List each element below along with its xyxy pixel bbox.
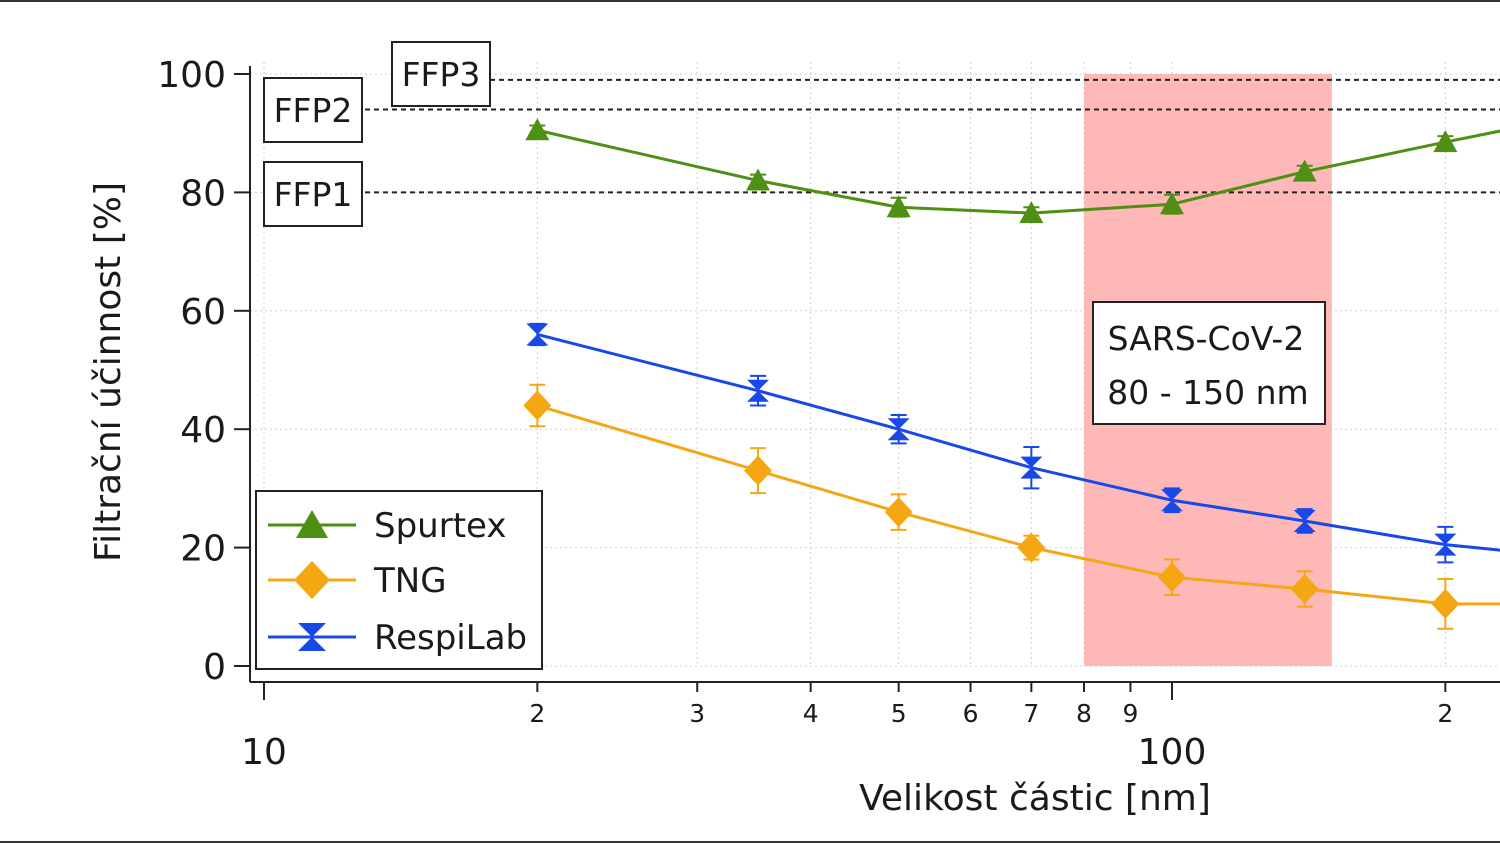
sars-label-box: [1092, 301, 1326, 425]
y-tick-label: 80: [180, 173, 226, 214]
ffp-reference-lines: [365, 78, 1500, 194]
legend-marker-spurtex: [296, 510, 328, 538]
x-minor-tick-label: 6: [963, 699, 979, 728]
y-tick-label: 20: [180, 529, 226, 570]
data-point-spurtex: [525, 118, 550, 141]
data-series: [523, 118, 1500, 630]
x-major-tick-label: 10: [241, 732, 287, 773]
data-point-spurtex: [1160, 192, 1184, 215]
data-point-tng: [1431, 588, 1460, 619]
legend-marker-respilab: [298, 623, 326, 651]
y-tick-label: 60: [180, 292, 226, 333]
legend-marker-tng: [294, 561, 330, 599]
x-minor-tick-label: 4: [803, 699, 819, 728]
legend-label-tng: TNG: [373, 561, 447, 601]
series-line-tng: [536, 404, 1500, 606]
data-point-spurtex: [1292, 159, 1317, 182]
data-point-tng: [744, 455, 773, 486]
sars-label-line2: 80 - 150 nm: [1107, 373, 1308, 412]
data-point-spurtex: [886, 195, 911, 218]
x-minor-tick-label: 5: [891, 699, 907, 728]
data-point-spurtex: [1019, 201, 1044, 224]
label-ffp3: FFP3: [402, 55, 481, 94]
legend-label-spurtex: Spurtex: [374, 506, 506, 546]
x-minor-tick-label: 9: [1122, 699, 1138, 728]
series-respilab: [526, 322, 1500, 564]
label-box-ffp3: [391, 41, 491, 107]
data-point-tng: [1017, 532, 1046, 563]
x-axis-label: Velikost částic [nm]: [859, 778, 1211, 819]
x-major-tick-label: 100: [1138, 732, 1207, 773]
y-tick-label: 0: [203, 647, 226, 688]
series-line-spurtex: [537, 128, 1500, 215]
label-ffp2: FFP2: [274, 91, 353, 130]
data-point-tng: [523, 390, 552, 421]
data-point-respilab: [1161, 489, 1183, 512]
chart-labels: Velikost částic [nm] Filtrační účinnost […: [88, 41, 1326, 819]
data-point-respilab: [526, 323, 549, 346]
legend-label-respilab: RespiLab: [374, 618, 527, 658]
data-point-respilab: [1434, 533, 1457, 556]
y-axis-label: Filtrační účinnost [%]: [88, 182, 129, 562]
x-minor-tick-label: 2: [1437, 699, 1453, 728]
x-minor-tick-label: 8: [1076, 699, 1092, 728]
data-point-respilab: [1020, 456, 1043, 479]
data-point-spurtex: [746, 168, 771, 191]
series-line-respilab: [536, 333, 1500, 552]
label-box-ffp1: [263, 161, 363, 227]
data-point-respilab: [1293, 509, 1316, 532]
legend: Spurtex TNG RespiLab: [255, 490, 543, 670]
x-minor-tick-label: 7: [1023, 699, 1039, 728]
data-point-respilab: [747, 379, 770, 402]
data-point-respilab: [887, 418, 910, 441]
data-point-tng: [1290, 574, 1319, 605]
label-ffp1: FFP1: [274, 175, 353, 214]
data-point-tng: [1158, 562, 1186, 593]
y-tick-label: 40: [180, 410, 226, 451]
label-box-ffp2: [263, 77, 363, 143]
data-point-tng: [884, 497, 913, 528]
series-spurtex: [525, 118, 1500, 224]
y-tick-label: 100: [157, 55, 226, 96]
x-minor-tick-label: 3: [689, 699, 705, 728]
x-minor-tick-label: 2: [529, 699, 545, 728]
sars-label-line1: SARS-CoV-2: [1108, 319, 1305, 358]
series-tng: [523, 383, 1500, 630]
axes: 0 20 40 60 80 100 10 100 2 3 4 5 6 7 8 9 2: [157, 55, 1500, 773]
data-point-spurtex: [1433, 130, 1458, 153]
